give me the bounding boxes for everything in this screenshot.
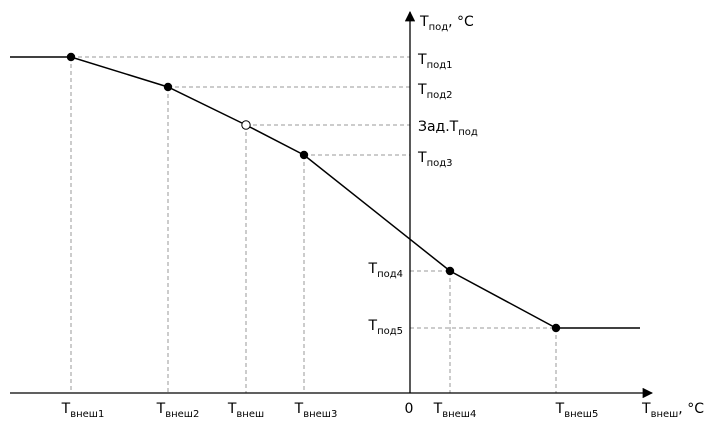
x-label-tvnesh3: Tвнеш3 bbox=[294, 401, 338, 420]
x-label-tvnesh: Tвнеш bbox=[227, 401, 264, 420]
y-label-tpod1: Tпод1 bbox=[417, 52, 453, 71]
heating-curve bbox=[10, 56, 640, 329]
point-4 bbox=[445, 266, 455, 276]
x-label-tvnesh2: Tвнеш2 bbox=[156, 401, 200, 420]
y-axis-title: Tпод, °C bbox=[419, 14, 474, 33]
y-label-setpoint: Зад.Tпод bbox=[418, 119, 478, 138]
y-label-tpod2: Tпод2 bbox=[417, 82, 453, 101]
point-1 bbox=[66, 52, 76, 62]
point-2 bbox=[163, 82, 173, 92]
x-axis-title: Tвнеш, °C bbox=[641, 401, 704, 420]
point-5 bbox=[551, 323, 561, 333]
y-label-tpod5: Tпод5 bbox=[368, 318, 404, 337]
x-label-tvnesh4: Tвнеш4 bbox=[433, 401, 477, 420]
point-3 bbox=[299, 150, 309, 160]
x-label-tvnesh5: Tвнеш5 bbox=[555, 401, 599, 420]
guide-lines bbox=[70, 56, 557, 393]
y-label-tpod4: Tпод4 bbox=[368, 261, 404, 280]
x-label-tvnesh1: Tвнеш1 bbox=[61, 401, 105, 420]
point-setpoint bbox=[241, 120, 251, 130]
origin-label: 0 bbox=[405, 401, 414, 417]
y-label-tpod3: Tпод3 bbox=[417, 150, 453, 169]
